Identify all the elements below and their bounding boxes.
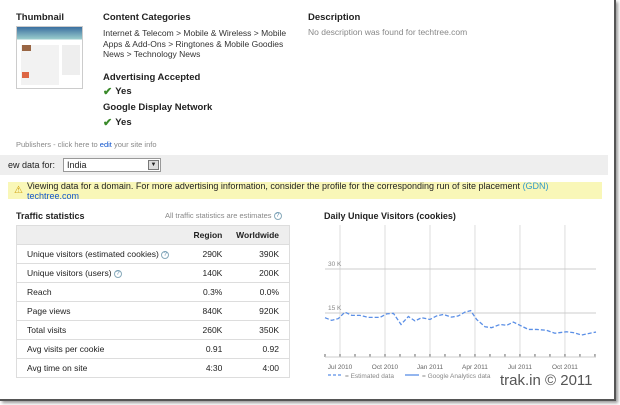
traffic-heading: Traffic statistics <box>16 211 85 221</box>
worldwide-value: 4:00 <box>232 358 290 378</box>
description-heading: Description <box>308 12 361 23</box>
publishers-note: Publishers - click here to edit your sit… <box>16 140 157 149</box>
x-tick-label: Oct 2011 <box>552 364 578 371</box>
worldwide-value: 200K <box>232 263 290 283</box>
metric-label: Total visits <box>16 320 191 340</box>
check-icon: ✔ <box>103 86 113 98</box>
gdn-link[interactable]: (GDN) <box>522 180 549 191</box>
region-value: 290K <box>190 244 233 264</box>
legend-label: = Estimated data <box>345 373 394 380</box>
x-tick-label: Oct 2010 <box>372 364 399 371</box>
watermark: trak.in © 2011 <box>500 372 593 389</box>
x-tick-label: Jan 2011 <box>417 364 444 371</box>
worldwide-value: 350K <box>232 320 290 340</box>
table-row: Unique visitors (estimated cookies) ? 290… <box>16 244 290 264</box>
region-value: 840K <box>190 301 233 321</box>
metric-label: Reach <box>16 282 191 302</box>
category-line: Internet & Telecom > Mobile & Wireless >… <box>103 28 287 38</box>
traffic-table: Region Worldwide Unique visitors (estimat… <box>16 225 290 378</box>
help-icon[interactable]: ? <box>161 250 170 259</box>
thumbnail-heading: Thumbnail <box>16 12 65 23</box>
warning-icon: ⚠ <box>14 185 23 196</box>
chart-title: Daily Unique Visitors (cookies) <box>324 211 456 221</box>
table-row: Unique visitors (users) ? 140K 200K <box>16 263 290 283</box>
worldwide-value: 0.0% <box>232 282 290 302</box>
table-row: Page views 840K 920K <box>16 301 290 321</box>
visitors-chart: Jul 2010 Oct 2010 Jan 2011 Apr 2011 Jul 2011… <box>324 225 597 380</box>
metric-label: Avg visits per cookie <box>16 339 191 359</box>
region-value: 140K <box>190 263 233 283</box>
gdn-value: Yes <box>115 117 132 128</box>
table-row: Avg visits per cookie 0.91 0.92 <box>16 339 290 359</box>
content-categories-heading: Content Categories <box>103 12 191 23</box>
region-value: 0.91 <box>190 339 233 359</box>
advertising-accepted-heading: Advertising Accepted <box>103 72 201 83</box>
series-line <box>324 309 597 336</box>
check-icon: ✔ <box>103 117 113 129</box>
table-row: Total visits 260K 350K <box>16 320 290 340</box>
site-thumbnail[interactable] <box>16 26 83 89</box>
y-tick-label: 15 K <box>328 305 342 312</box>
x-tick-label: Jul 2011 <box>508 364 532 371</box>
metric-label: Avg time on site <box>16 358 191 378</box>
category-line: Apps & Add-Ons > Ringtones & Mobile Good… <box>103 38 284 49</box>
region-value: 0.3% <box>190 282 233 302</box>
help-icon[interactable]: ? <box>273 212 282 221</box>
domain-notice: ⚠ Viewing data for a domain. For more ad… <box>8 180 602 201</box>
legend-label: = Google Analytics data <box>422 373 491 380</box>
table-row: Avg time on site 4:30 4:00 <box>16 358 290 378</box>
view-data-label: ew data for: <box>8 160 56 170</box>
worldwide-value: 390K <box>232 244 290 264</box>
content-categories: Internet & Telecom > Mobile & Wireless >… <box>103 28 303 60</box>
help-icon[interactable]: ? <box>113 269 122 278</box>
traffic-note: All traffic statistics are estimates ? <box>165 211 282 221</box>
country-select[interactable]: India ▼ <box>63 158 162 172</box>
advertising-accepted-value: Yes <box>115 86 132 97</box>
worldwide-value: 0.92 <box>232 339 290 359</box>
x-tick-label: Jul 2010 <box>328 364 353 371</box>
site-link[interactable]: techtree.com <box>26 190 79 201</box>
chevron-down-icon: ▼ <box>148 160 160 170</box>
x-tick-label: Apr 2011 <box>462 364 488 371</box>
edit-link[interactable]: edit <box>99 140 112 149</box>
region-value: 260K <box>190 320 233 340</box>
region-value: 4:30 <box>190 358 233 378</box>
gdn-heading: Google Display Network <box>103 102 213 113</box>
metric-label: Unique visitors (estimated cookies) ? <box>16 244 191 264</box>
description-text: No description was found for techtree.co… <box>308 27 468 37</box>
y-tick-label: 30 K <box>328 261 342 268</box>
category-line: News > Technology News <box>103 49 201 59</box>
metric-label: Unique visitors (users) ? <box>16 263 191 283</box>
column-region: Region <box>190 225 233 245</box>
table-row: Reach 0.3% 0.0% <box>16 282 290 302</box>
column-worldwide: Worldwide <box>232 225 290 245</box>
view-data-bar: ew data for: India ▼ <box>0 155 608 175</box>
metric-label: Page views <box>16 301 191 321</box>
worldwide-value: 920K <box>232 301 290 321</box>
